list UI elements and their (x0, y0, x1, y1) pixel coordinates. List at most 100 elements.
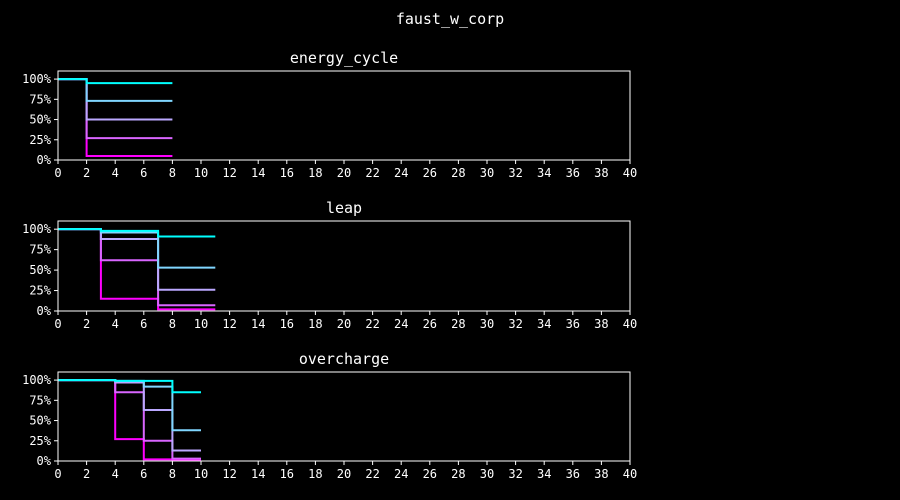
x-tick-label: 38 (594, 166, 608, 180)
x-tick-label: 24 (394, 317, 408, 331)
series-line (58, 228, 216, 269)
y-tick-label: 100% (22, 373, 52, 387)
x-tick-label: 34 (537, 166, 551, 180)
x-tick-label: 12 (222, 467, 236, 481)
y-tick-label: 75% (29, 243, 51, 257)
y-tick-label: 50% (29, 113, 51, 127)
x-tick-label: 12 (222, 317, 236, 331)
x-tick-label: 30 (480, 166, 494, 180)
series-line (58, 379, 201, 394)
x-tick-label: 4 (112, 166, 119, 180)
y-tick-label: 75% (29, 393, 51, 407)
x-tick-label: 22 (365, 467, 379, 481)
x-tick-label: 24 (394, 467, 408, 481)
axes-frame (57, 220, 631, 312)
x-tick-label: 12 (222, 166, 236, 180)
series-line (58, 78, 173, 85)
x-tick-label: 14 (251, 467, 265, 481)
x-tick-label: 26 (423, 166, 437, 180)
x-tick-label: 32 (508, 467, 522, 481)
axes-frame (57, 70, 631, 161)
x-tick-label: 6 (140, 317, 147, 331)
x-tick-label: 26 (423, 467, 437, 481)
x-tick-label: 26 (423, 317, 437, 331)
x-tick-label: 0 (54, 467, 61, 481)
y-tick-label: 75% (29, 92, 51, 106)
x-tick-label: 0 (54, 317, 61, 331)
x-tick-label: 2 (83, 317, 90, 331)
x-tick-label: 40 (623, 166, 637, 180)
x-tick-label: 0 (54, 166, 61, 180)
y-tick-label: 100% (22, 72, 52, 86)
x-tick-label: 8 (169, 467, 176, 481)
x-tick-label: 30 (480, 317, 494, 331)
x-tick-label: 28 (451, 166, 465, 180)
x-tick-label: 10 (194, 317, 208, 331)
y-tick-label: 50% (29, 263, 51, 277)
x-tick-label: 2 (83, 166, 90, 180)
x-tick-label: 10 (194, 166, 208, 180)
chart-title: leap (326, 199, 362, 217)
x-tick-label: 16 (280, 317, 294, 331)
x-tick-label: 36 (566, 317, 580, 331)
series-line (58, 78, 173, 157)
y-tick-label: 0% (37, 304, 52, 318)
series-line (58, 228, 216, 311)
x-tick-label: 4 (112, 467, 119, 481)
x-tick-label: 32 (508, 166, 522, 180)
x-tick-label: 40 (623, 317, 637, 331)
series-line (58, 78, 173, 140)
x-tick-label: 34 (537, 467, 551, 481)
x-tick-label: 28 (451, 467, 465, 481)
x-tick-label: 20 (337, 467, 351, 481)
figure-title: faust_w_corp (396, 10, 504, 28)
x-tick-label: 16 (280, 467, 294, 481)
x-tick-label: 28 (451, 317, 465, 331)
x-tick-label: 36 (566, 467, 580, 481)
x-tick-label: 36 (566, 166, 580, 180)
series-line (58, 228, 216, 238)
x-tick-label: 24 (394, 166, 408, 180)
x-tick-label: 6 (140, 166, 147, 180)
chart-title: overcharge (299, 350, 389, 368)
x-tick-label: 14 (251, 166, 265, 180)
x-tick-label: 38 (594, 317, 608, 331)
x-tick-label: 4 (112, 317, 119, 331)
x-tick-label: 32 (508, 317, 522, 331)
x-tick-label: 18 (308, 467, 322, 481)
x-tick-label: 8 (169, 317, 176, 331)
x-tick-label: 34 (537, 317, 551, 331)
series-group (58, 379, 201, 461)
y-tick-label: 50% (29, 414, 51, 428)
y-tick-label: 25% (29, 434, 51, 448)
y-tick-label: 100% (22, 222, 52, 236)
x-tick-label: 22 (365, 317, 379, 331)
series-line (58, 379, 201, 432)
x-tick-label: 40 (623, 467, 637, 481)
x-tick-label: 30 (480, 467, 494, 481)
y-tick-label: 25% (29, 133, 51, 147)
y-tick-label: 0% (37, 454, 52, 468)
x-tick-label: 18 (308, 317, 322, 331)
chart-title: energy_cycle (290, 49, 398, 67)
series-line (58, 78, 173, 121)
x-tick-label: 22 (365, 166, 379, 180)
x-tick-label: 8 (169, 166, 176, 180)
series-group (58, 228, 216, 311)
x-tick-label: 20 (337, 166, 351, 180)
y-tick-label: 0% (37, 153, 52, 167)
x-tick-label: 6 (140, 467, 147, 481)
x-tick-label: 10 (194, 467, 208, 481)
y-tick-label: 25% (29, 284, 51, 298)
x-tick-label: 38 (594, 467, 608, 481)
x-tick-label: 18 (308, 166, 322, 180)
x-tick-label: 16 (280, 166, 294, 180)
x-tick-label: 14 (251, 317, 265, 331)
x-tick-label: 20 (337, 317, 351, 331)
x-tick-label: 2 (83, 467, 90, 481)
series-group (58, 78, 173, 157)
